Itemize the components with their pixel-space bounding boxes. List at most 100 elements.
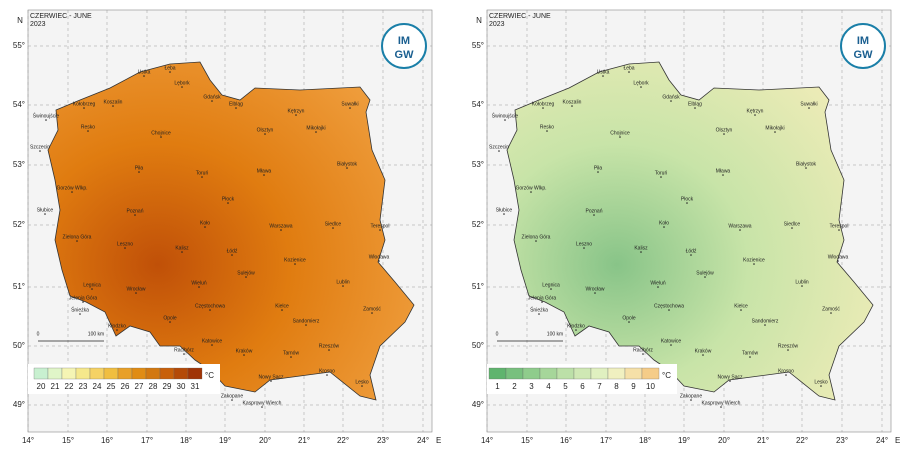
city-dot: [542, 107, 544, 109]
city-dot: [181, 86, 183, 88]
city-label: Elbląg: [229, 101, 243, 107]
city-dot: [112, 105, 114, 107]
city-dot: [787, 349, 789, 351]
city-label: Suwałki: [800, 101, 817, 107]
city-label: Kozienice: [284, 257, 306, 263]
city-label: Siedlce: [784, 221, 801, 227]
city-label: Krosno: [319, 368, 335, 374]
city-dot: [704, 276, 706, 278]
city-dot: [660, 176, 662, 178]
lon-label: 24°: [876, 436, 888, 445]
city-dot: [198, 286, 200, 288]
city-label: Kraków: [236, 348, 253, 354]
lat-label: 52°: [472, 220, 484, 229]
city-label: Szczecin: [30, 144, 50, 150]
legend-tick: 23: [79, 382, 88, 391]
city-dot: [702, 354, 704, 356]
city-dot: [583, 247, 585, 249]
city-dot: [593, 214, 595, 216]
legend-tick: 29: [163, 382, 172, 391]
city-label: Kalisz: [634, 245, 648, 251]
lon-label: 17°: [141, 436, 153, 445]
legend-swatch: [505, 367, 524, 380]
city-dot: [619, 136, 621, 138]
lat-label: 54°: [472, 100, 484, 109]
city-label: Częstochowa: [195, 303, 225, 309]
city-label: Kętrzyn: [747, 108, 764, 114]
city-label: Wieluń: [650, 280, 666, 286]
legend-swatch: [75, 367, 91, 380]
logo-text: IM: [857, 35, 869, 47]
city-label: Kozienice: [743, 257, 765, 263]
city-dot: [270, 380, 272, 382]
city-label: Płock: [222, 196, 235, 202]
city-label: Opole: [163, 315, 177, 321]
city-label: Katowice: [661, 338, 682, 344]
lon-label: 20°: [718, 436, 730, 445]
city-dot: [45, 119, 47, 121]
city-label: Chojnice: [610, 130, 630, 136]
city-label: Legnica: [542, 282, 560, 288]
map-header: CZERWIEC - JUNE: [30, 13, 92, 20]
legend-swatch: [103, 367, 119, 380]
city-label: Słubice: [496, 207, 513, 213]
legend-unit: °C: [662, 371, 671, 380]
map-header: 2023: [489, 21, 505, 28]
city-label: Ustka: [138, 69, 151, 75]
city-dot: [550, 288, 552, 290]
legend-unit: °C: [205, 371, 214, 380]
city-dot: [169, 71, 171, 73]
city-dot: [739, 229, 741, 231]
legend-tick: 26: [121, 382, 130, 391]
lon-label: 18°: [639, 436, 651, 445]
city-label: Racibórz: [633, 347, 653, 353]
city-dot: [71, 191, 73, 193]
city-dot: [670, 344, 672, 346]
city-label: Koszalin: [563, 99, 582, 105]
city-label: Racibórz: [174, 347, 194, 353]
legend-swatch: [641, 367, 660, 380]
city-label: Kołobrzeg: [532, 101, 555, 107]
legend-tick: 5: [563, 382, 568, 391]
city-label: Lublin: [795, 279, 809, 285]
city-label: Włodawa: [369, 254, 390, 260]
city-dot: [722, 174, 724, 176]
city-label: Słubice: [37, 207, 54, 213]
lat-label: 55°: [472, 41, 484, 50]
city-dot: [371, 312, 373, 314]
city-label: Chojnice: [151, 130, 171, 136]
city-dot: [785, 374, 787, 376]
city-label: Mikołajki: [306, 125, 325, 131]
city-label: Kętrzyn: [288, 108, 305, 114]
legend-swatch: [573, 367, 592, 380]
city-label: Zielona Góra: [522, 234, 551, 240]
city-dot: [546, 130, 548, 132]
city-label: Warszawa: [269, 223, 292, 229]
north-label: N: [17, 16, 23, 25]
legend-tick: 22: [65, 382, 74, 391]
city-dot: [231, 254, 233, 256]
city-label: Leszno: [117, 241, 133, 247]
lat-label: 51°: [472, 282, 484, 291]
city-label: Piła: [135, 165, 144, 171]
city-label: Lębork: [174, 80, 190, 86]
city-label: Tarnów: [283, 350, 300, 356]
logo: [840, 23, 886, 69]
legend-swatch: [590, 367, 609, 380]
city-label: Sandomierz: [293, 318, 320, 324]
lon-label: 21°: [757, 436, 769, 445]
city-dot: [44, 213, 46, 215]
city-label: Warszawa: [728, 223, 751, 229]
lon-label: 15°: [62, 436, 74, 445]
map-header: CZERWIEC - JUNE: [489, 13, 551, 20]
city-dot: [328, 349, 330, 351]
city-dot: [753, 263, 755, 265]
city-label: Resko: [81, 124, 95, 130]
city-label: Toruń: [655, 170, 668, 176]
city-label: Wieluń: [191, 280, 207, 286]
scale-label: 0: [37, 331, 40, 337]
city-dot: [740, 309, 742, 311]
city-dot: [694, 107, 696, 109]
city-label: Częstochowa: [654, 303, 684, 309]
